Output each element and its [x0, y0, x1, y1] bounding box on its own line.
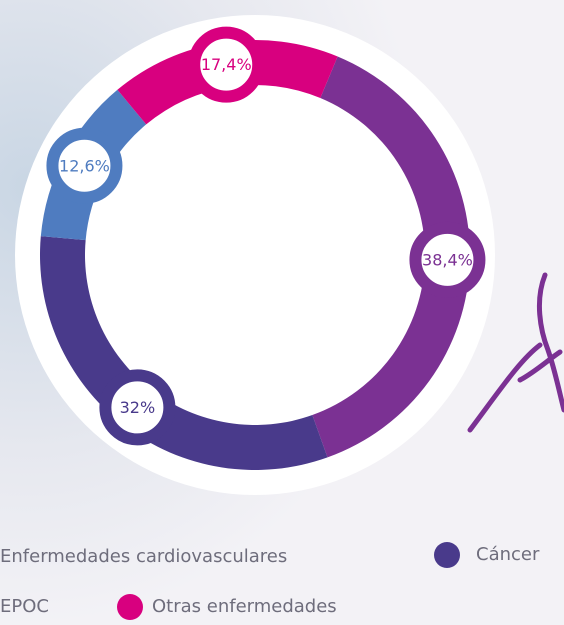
chart: 38,4% 32% 12,6% 17,4% Enfermedades cardiova… [0, 0, 564, 625]
value-label: 38,4% [422, 250, 473, 269]
legend-label: Otras enfermedades [152, 596, 337, 617]
legend-label: EPOC [0, 596, 49, 617]
value-label: 32% [120, 398, 156, 417]
legend-label: Cáncer [476, 544, 540, 565]
legend-label: Enfermedades cardiovasculares [0, 546, 287, 567]
page: {"chart_data": {"type": "donut", "catego… [0, 0, 564, 625]
value-label: 12,6% [59, 156, 110, 175]
legend-swatch [434, 542, 460, 568]
legend-swatch [117, 594, 143, 620]
value-label: 17,4% [201, 55, 252, 74]
